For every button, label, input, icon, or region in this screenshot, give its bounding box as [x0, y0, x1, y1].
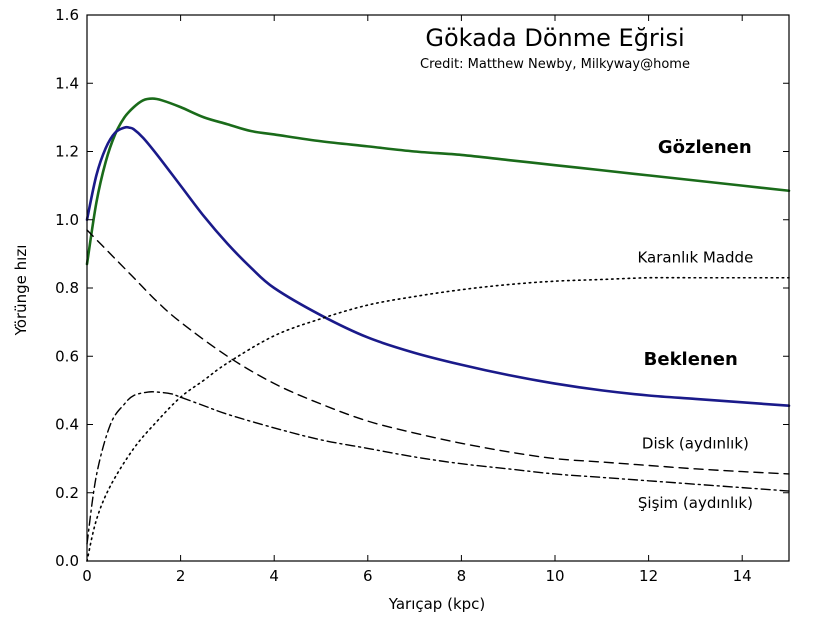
y-tick-label: 0.4 [55, 416, 79, 434]
series-annotation: Şişim (aydınlık) [638, 494, 753, 512]
x-tick-label: 8 [457, 567, 467, 585]
series-annotation: Disk (aydınlık) [642, 434, 749, 452]
y-tick-label: 1.4 [55, 74, 79, 92]
series-annotation: Beklenen [644, 349, 738, 370]
y-tick-label: 0.8 [55, 279, 79, 297]
y-tick-label: 0.0 [55, 552, 79, 570]
x-tick-label: 14 [733, 567, 752, 585]
x-tick-label: 12 [639, 567, 658, 585]
x-tick-label: 10 [545, 567, 564, 585]
x-axis-label: Yarıçap (kpc) [388, 595, 486, 613]
y-tick-label: 1.0 [55, 211, 79, 229]
y-tick-label: 0.6 [55, 347, 79, 365]
chart-title: Gökada Dönme Eğrisi [425, 24, 684, 52]
series-line-5 [86, 391, 790, 545]
annotation-layer: Gözlenen Beklenen Karanlık Madde Disk (aydı… [637, 137, 753, 512]
series-annotation: Karanlık Madde [637, 248, 753, 266]
series-line-2 [85, 125, 791, 408]
x-ticks: 0 2 4 6 8 10 12 14 [82, 15, 752, 585]
y-tick-label: 0.2 [55, 484, 79, 502]
series-line-4 [86, 229, 790, 475]
plot-frame [86, 14, 790, 562]
x-tick-label: 4 [269, 567, 279, 585]
series-line-1 [85, 97, 791, 266]
x-tick-label: 2 [176, 567, 186, 585]
series-layer [85, 97, 791, 562]
y-axis-label: Yörünge hızı [12, 245, 30, 337]
x-tick-label: 6 [363, 567, 373, 585]
series-line-3 [86, 276, 790, 562]
chart-credit: Credit: Matthew Newby, Milkyway@home [420, 57, 690, 72]
y-tick-label: 1.2 [55, 143, 79, 161]
y-tick-label: 1.6 [55, 6, 79, 24]
y-ticks: 0.0 0.2 0.4 0.6 0.8 1.0 1.2 1.4 1.6 [55, 6, 789, 570]
series-annotation: Gözlenen [658, 137, 752, 158]
x-tick-label: 0 [82, 567, 92, 585]
